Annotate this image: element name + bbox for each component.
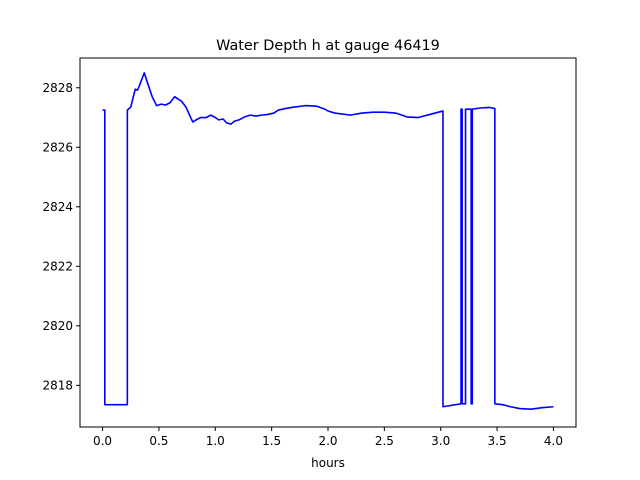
y-tick-label: 2818 — [42, 378, 73, 392]
x-tick-label: 3.0 — [431, 434, 450, 448]
x-axis: 0.0 0.5 1.0 1.5 2.0 2.5 3.0 3.5 4.0 — [93, 427, 563, 448]
x-tick-label: 0.0 — [93, 434, 112, 448]
x-tick-label: 4.0 — [544, 434, 563, 448]
y-tick-label: 2820 — [42, 319, 73, 333]
series-line-0 — [102, 72, 554, 410]
x-tick-label: 2.0 — [318, 434, 337, 448]
plot-area — [102, 72, 554, 410]
x-tick-label: 3.5 — [488, 434, 507, 448]
x-tick-label: 1.0 — [206, 434, 225, 448]
y-tick-label: 2828 — [42, 81, 73, 95]
y-tick-label: 2824 — [42, 200, 73, 214]
y-axis: 2818 2820 2822 2824 2826 2828 — [42, 81, 80, 392]
x-tick-label: 2.5 — [375, 434, 394, 448]
x-axis-label: hours — [311, 456, 345, 470]
x-tick-label: 0.5 — [149, 434, 168, 448]
chart-title: Water Depth h at gauge 46419 — [216, 38, 440, 54]
y-tick-label: 2826 — [42, 140, 73, 154]
axes-frame — [79, 57, 577, 428]
x-tick-label: 1.5 — [262, 434, 281, 448]
y-tick-label: 2822 — [42, 259, 73, 273]
